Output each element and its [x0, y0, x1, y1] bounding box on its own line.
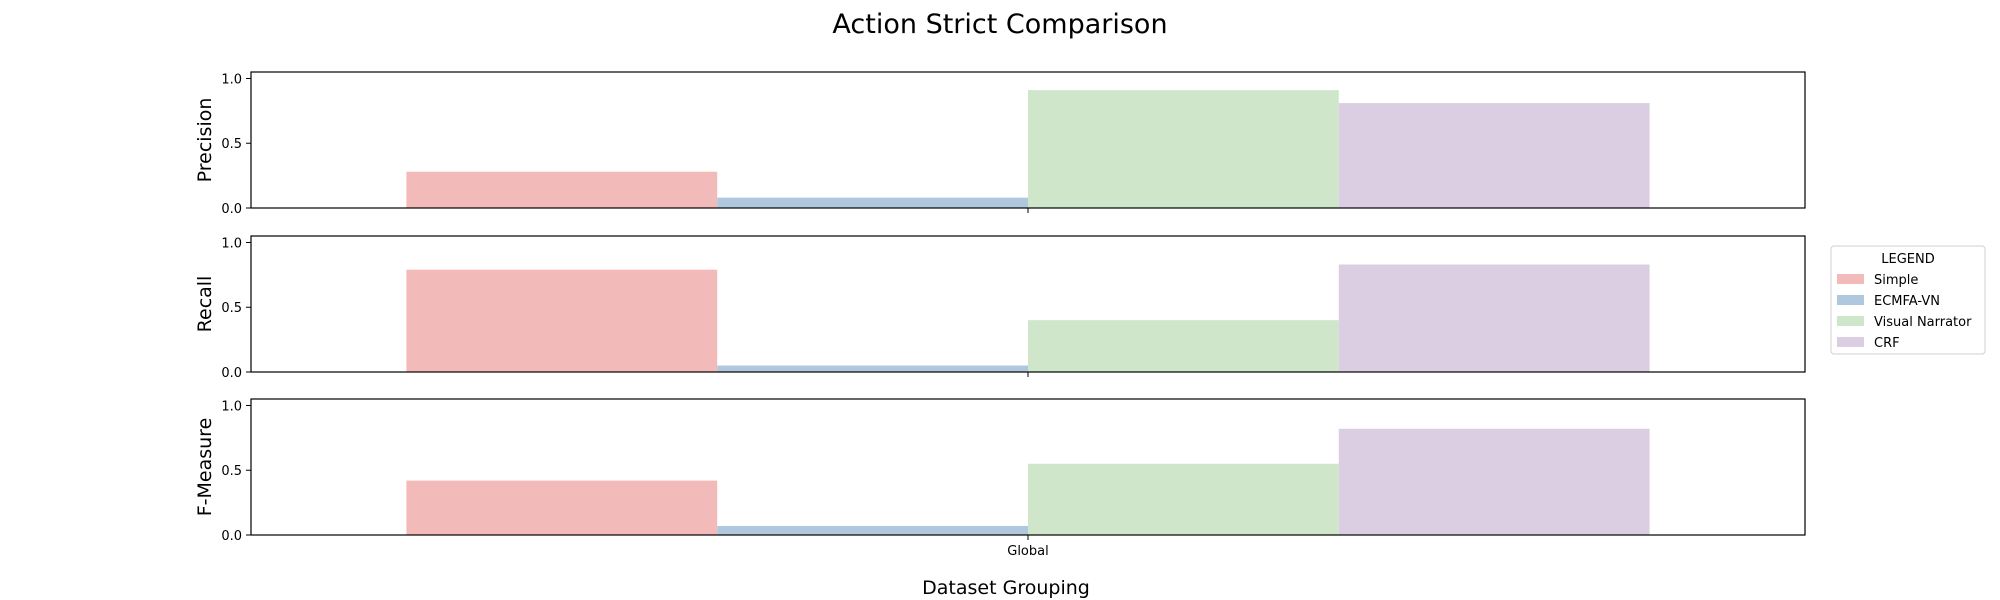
- bar-f-measure-simple: [406, 480, 718, 535]
- bar-precision-ecmfa-vn: [717, 197, 1028, 208]
- bar-recall-ecmfa-vn: [717, 365, 1028, 372]
- bar-precision-simple: [406, 171, 718, 208]
- recall-ytick-label: 0.5: [221, 301, 242, 316]
- f-measure-ytick-label: 1.0: [221, 399, 242, 414]
- recall-y-axis-label: Recall: [194, 276, 216, 333]
- bar-f-measure-ecmfa-vn: [717, 525, 1028, 535]
- legend-label-visual-narrator: Visual Narrator: [1874, 315, 1972, 330]
- bar-f-measure-visual-narrator: [1028, 463, 1339, 535]
- precision-ytick-label: 0.5: [221, 137, 242, 152]
- bar-precision-visual-narrator: [1028, 90, 1339, 208]
- f-measure-ytick-label: 0.5: [221, 464, 242, 479]
- precision-y-axis-label: Precision: [194, 98, 216, 183]
- legend-swatch-crf: [1837, 337, 1864, 347]
- bar-recall-crf: [1338, 264, 1650, 372]
- f-measure-y-axis-label: F-Measure: [194, 418, 216, 517]
- xtick-label-global: Global: [1007, 544, 1048, 559]
- precision-panel: 0.0 0.5 1.0 Precision: [194, 71, 1806, 217]
- recall-panel: 0.0 0.5 1.0 Recall: [194, 235, 1806, 381]
- f-measure-panel: 0.0 0.5 1.0 F-Measure: [194, 398, 1806, 544]
- legend-label-crf: CRF: [1874, 336, 1900, 351]
- bar-f-measure-crf: [1338, 428, 1650, 535]
- precision-ytick-label: 0.0: [221, 202, 242, 217]
- legend-swatch-visual-narrator: [1837, 316, 1864, 326]
- recall-ytick-label: 0.0: [221, 366, 242, 381]
- legend-title: LEGEND: [1881, 252, 1934, 267]
- legend-swatch-simple: [1837, 274, 1864, 284]
- legend-label-ecmfa-vn: ECMFA-VN: [1874, 294, 1940, 309]
- bar-precision-crf: [1338, 103, 1650, 208]
- chart-title: Action Strict Comparison: [832, 9, 1167, 40]
- bar-recall-visual-narrator: [1028, 320, 1339, 372]
- legend-swatch-ecmfa-vn: [1837, 295, 1864, 305]
- legend-box: [1830, 245, 1986, 355]
- precision-ytick-label: 1.0: [221, 72, 242, 87]
- subplots: 0.0 0.5 1.0 Precision 0.0 0.5 1.0 Recall 0.0 0.5 1…: [194, 71, 1806, 559]
- legend: LEGEND Simple ECMFA-VN Visual Narrator CRF: [1830, 245, 1986, 355]
- x-axis-label: Dataset Grouping: [922, 577, 1090, 599]
- recall-ytick-label: 1.0: [221, 236, 242, 251]
- legend-label-simple: Simple: [1874, 273, 1918, 288]
- f-measure-ytick-label: 0.0: [221, 529, 242, 544]
- bar-recall-simple: [406, 269, 718, 372]
